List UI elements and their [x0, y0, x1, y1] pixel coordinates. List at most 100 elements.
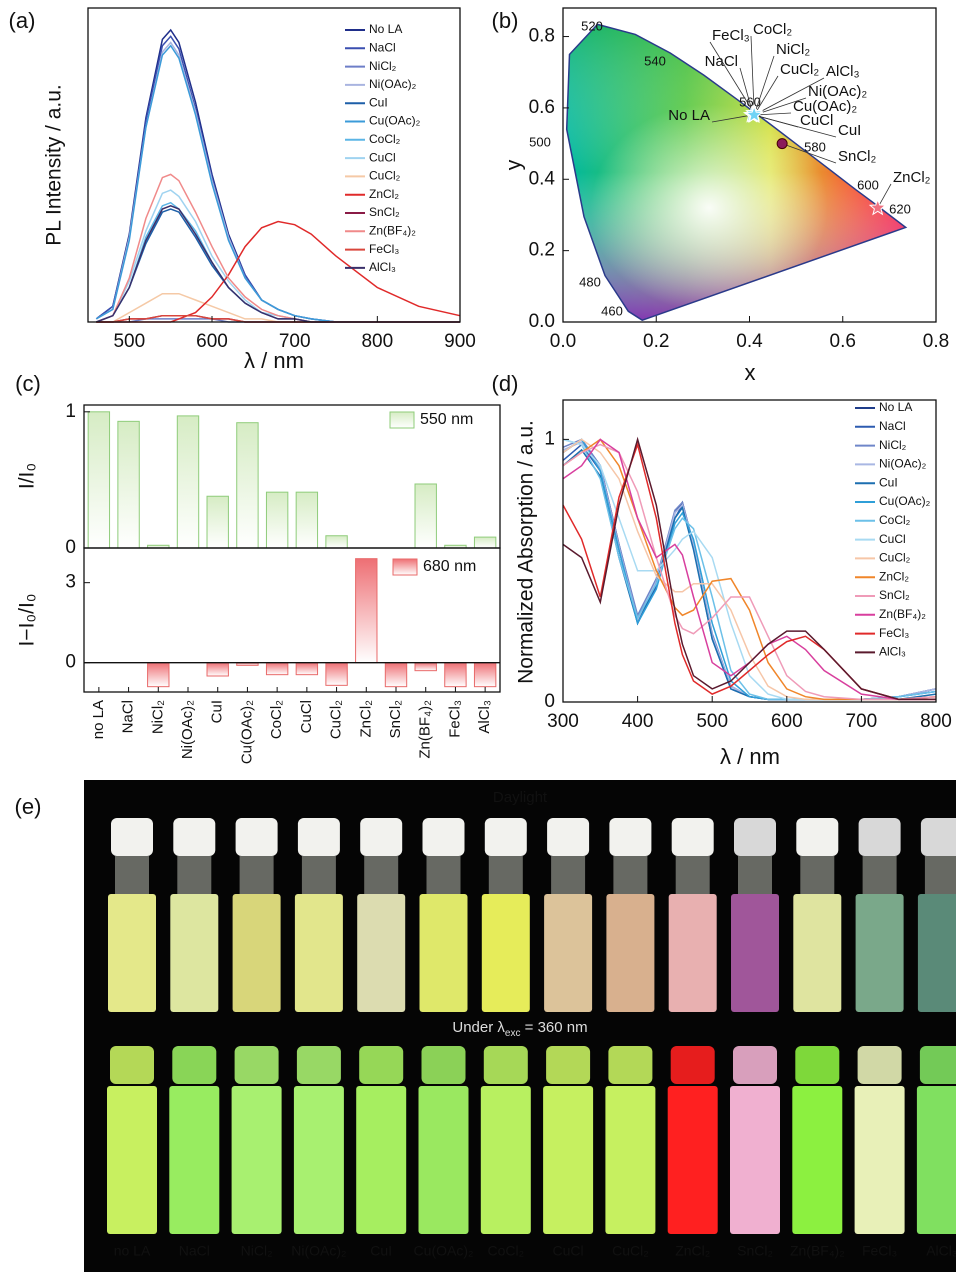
vial-label: AlCl₃ [926, 1243, 956, 1259]
vial-body [170, 894, 219, 1012]
x-tick-label: 600 [771, 711, 803, 732]
series-line [96, 189, 460, 323]
x-tick-label: ZnCl₂ [357, 700, 374, 738]
y-axis-label: Normalized Absorption / a.u. [515, 420, 538, 684]
vial-body-glow [231, 1086, 282, 1234]
vial-cap-glow [546, 1046, 591, 1084]
x-tick-label: 700 [846, 711, 878, 732]
x-tick-label: FeCl₃ [446, 700, 463, 738]
x-tick-label: CuCl [298, 700, 315, 733]
vial-label: CuCl [553, 1243, 584, 1259]
legend-label: Cu(OAc)₂ [369, 114, 421, 128]
legend-label: SnCl₂ [879, 588, 910, 602]
vial-neck [738, 856, 772, 896]
legend-label: FeCl₃ [879, 626, 909, 640]
x-tick-label: 300 [547, 711, 579, 732]
vial-cap-glow [483, 1046, 528, 1084]
plot-frame [83, 547, 501, 693]
vial-body [917, 894, 956, 1012]
legend-label: CuI [879, 475, 898, 489]
vial-label: no LA [114, 1243, 151, 1259]
x-tick-label: 0.8 [923, 331, 949, 352]
vial-body [606, 894, 655, 1012]
bar [176, 415, 200, 549]
vial-label: ZnCl₂ [675, 1243, 710, 1259]
legend-label: No LA [369, 22, 402, 36]
legend-label: AlCl₃ [879, 645, 906, 659]
vial-cap [235, 818, 278, 856]
wavelength-label: 600 [857, 177, 879, 192]
leader-line [754, 112, 792, 116]
vial-label: NiCl₂ [241, 1243, 273, 1259]
vial-cap [858, 818, 901, 856]
vial-body [419, 894, 468, 1012]
cie-gamut [566, 24, 906, 321]
x-tick-label: AlCl₃ [476, 700, 493, 734]
vial-body-glow [667, 1086, 718, 1234]
vial-body [668, 894, 717, 1012]
panel-label: (a) [9, 8, 36, 33]
vial-body-glow [792, 1086, 843, 1234]
point-label: Ni(OAc)₂ [808, 83, 867, 100]
vial-cap-glow [172, 1046, 217, 1084]
vial-cap-glow [359, 1046, 404, 1084]
bar [414, 483, 437, 549]
legend-label: Ni(OAc)₂ [879, 457, 927, 471]
point-label: ZnCl₂ [893, 169, 931, 186]
vial-cap-glow [857, 1046, 902, 1084]
x-tick-label: 900 [444, 331, 476, 352]
y-tick-label: 0.8 [529, 26, 555, 47]
series-line [562, 438, 936, 701]
vial-body [108, 894, 156, 1012]
bar [206, 495, 229, 549]
legend-label: ZnCl₂ [879, 569, 909, 583]
bar [473, 662, 497, 688]
bar [265, 662, 289, 676]
vial-label: Ni(OAc)₂ [291, 1243, 346, 1259]
x-tick-label: Cu(OAc)₂ [238, 700, 255, 764]
wavelength-label: 620 [889, 201, 911, 216]
point [745, 105, 764, 123]
x-tick-label: Zn(BF₄)₂ [417, 700, 434, 759]
panel-label: (b) [492, 8, 519, 33]
vial-body-glow [854, 1086, 905, 1234]
legend-label: NaCl [879, 419, 906, 433]
vial-body [481, 894, 530, 1012]
vial-neck [924, 856, 956, 896]
vial-cap [547, 818, 590, 856]
vial-cap-glow [733, 1046, 777, 1084]
point-label: CuCl₂ [780, 61, 819, 78]
vial-cap [422, 818, 465, 856]
wavelength-label: 460 [601, 303, 623, 318]
bar [265, 491, 289, 549]
y-tick-label: 1 [544, 428, 555, 449]
vial-neck [301, 856, 336, 896]
wavelength-label: 520 [581, 18, 603, 33]
leader-line [750, 35, 755, 114]
vial-neck [862, 856, 897, 896]
bar [206, 662, 229, 677]
x-tick-label: NaCl [120, 700, 137, 733]
legend-label: 550 nm [420, 411, 473, 428]
vial-cap-glow [110, 1046, 154, 1084]
bar [355, 558, 378, 664]
x-tick-label: 700 [279, 331, 311, 352]
y-tick-label: 0 [65, 652, 76, 673]
x-tick-label: 0.0 [550, 331, 576, 352]
wavelength-label: 580 [804, 139, 826, 154]
leader-line [753, 75, 779, 116]
vial-cap-glow [919, 1046, 956, 1084]
y-tick-label: 0.4 [529, 168, 556, 189]
series-line [562, 436, 936, 701]
y-tick-label: 0.0 [529, 311, 555, 332]
y-axis-label: I−I₀/I₀ [16, 593, 39, 646]
legend-label: AlCl₃ [369, 260, 396, 274]
point-label: AlCl₃ [826, 63, 860, 80]
plot-frame [87, 7, 461, 323]
bar [236, 422, 259, 549]
y-tick-label: 0 [65, 537, 76, 558]
vial-cap [484, 818, 527, 856]
legend-label: CuCl₂ [879, 551, 911, 565]
legend-swatch [389, 411, 415, 429]
